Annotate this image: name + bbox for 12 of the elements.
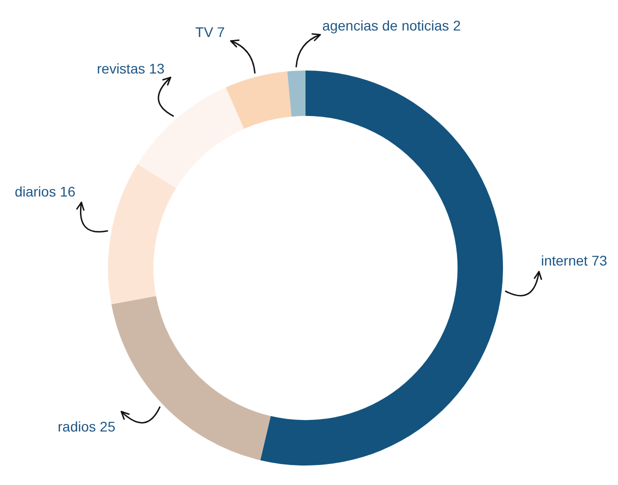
- data-label: 25: [100, 418, 116, 434]
- slice-label: diarios: [14, 183, 56, 200]
- data-label: 73: [592, 252, 608, 268]
- data-label: 16: [60, 183, 76, 200]
- data-label: 13: [149, 60, 165, 76]
- slice-label: TV: [195, 24, 214, 40]
- slice-label: revistas: [96, 60, 146, 76]
- slice-label: agencias de noticias: [322, 18, 450, 34]
- data-label: 7: [217, 24, 226, 40]
- slice-label: internet: [540, 252, 588, 268]
- data-label: 2: [452, 18, 461, 34]
- slice-label: radios: [58, 418, 96, 434]
